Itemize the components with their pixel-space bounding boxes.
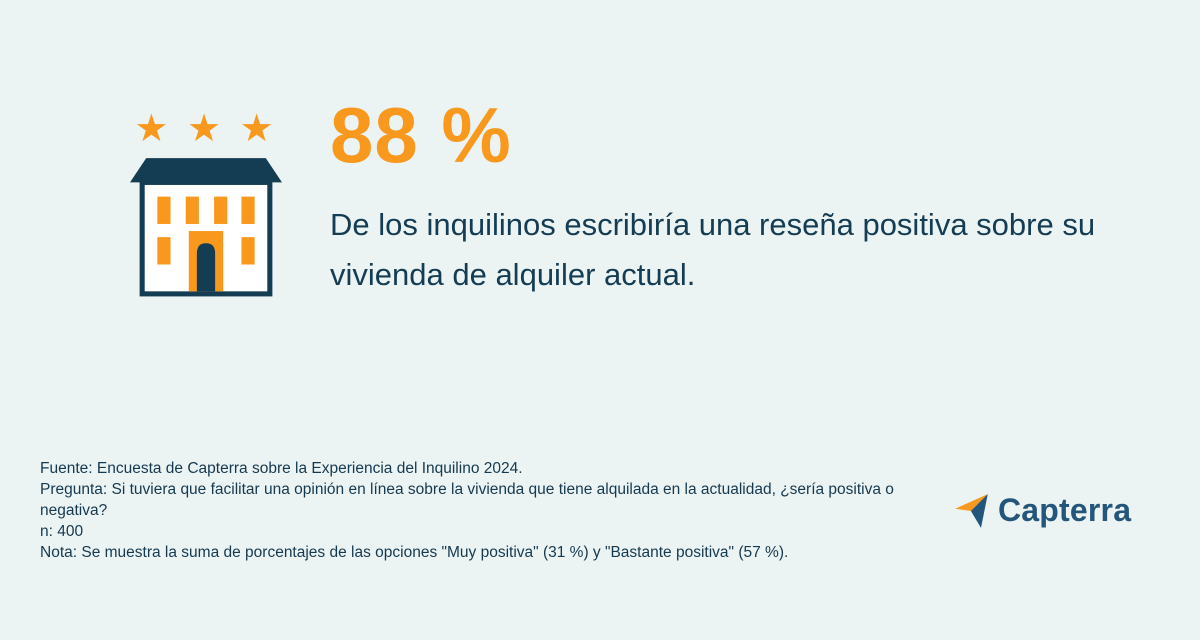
building-icon [130, 158, 282, 297]
footnote-note: Nota: Se muestra la suma de porcentajes … [40, 544, 789, 562]
stat-description: De los inquilinos escribiría una reseña … [330, 207, 1096, 292]
footnote-source: Fuente: Encuesta de Capterra sobre la Ex… [40, 460, 523, 477]
footnotes: Fuente: Encuesta de Capterra sobre la Ex… [40, 458, 920, 563]
star-rating-icon: ★ ★ ★ [134, 108, 278, 150]
stat-value: 88 % [330, 91, 512, 179]
footnote-sample-size: n: 400 [40, 523, 84, 541]
capterra-logo: Capterra [954, 492, 1131, 529]
building-illustration: ★ ★ ★ [126, 110, 286, 303]
hero-text-block: 88 % De los inquilinos escribiría una re… [330, 96, 1130, 299]
capterra-logo-text: Capterra [998, 492, 1132, 528]
capterra-logo-icon [955, 493, 988, 528]
footnote-question: Pregunta: Si tuviera que facilitar una o… [40, 481, 894, 520]
